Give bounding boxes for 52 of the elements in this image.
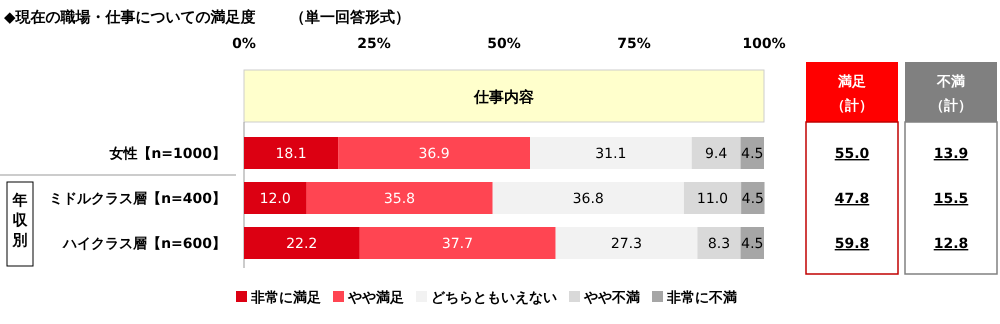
- data-label: 35.8: [384, 191, 416, 207]
- text: 仕事内容: [473, 88, 534, 106]
- bar: [359, 227, 556, 259]
- bar: [244, 137, 338, 169]
- data-label: 8.3: [708, 236, 730, 252]
- bar: [530, 137, 692, 169]
- bar: [692, 137, 741, 169]
- y-tick-label: 女性【n=1000】: [108, 146, 226, 162]
- bar: [338, 137, 530, 169]
- data-label: 36.8: [572, 191, 604, 207]
- bar: [306, 182, 493, 214]
- text: 55.0: [834, 146, 870, 162]
- legend-label: 非常に不満: [666, 290, 737, 306]
- bar: [244, 182, 306, 214]
- legend-label: やや不満: [583, 290, 640, 306]
- bar: [244, 227, 360, 259]
- text: 15.5: [934, 191, 968, 207]
- bar: [555, 227, 698, 259]
- legend-label: 非常に満足: [250, 290, 321, 306]
- data-label: 9.4: [705, 146, 728, 162]
- data-label: 4.5: [741, 146, 764, 162]
- chart-subtitle: （単一回答形式）: [290, 8, 410, 26]
- data-label: 22.2: [286, 236, 318, 252]
- legend-label: どちらともいえない: [431, 290, 557, 306]
- text: 47.8: [834, 191, 870, 207]
- data-label: 31.1: [595, 146, 626, 162]
- data-label: 4.5: [742, 191, 764, 207]
- x-tick-label: 50%: [487, 36, 521, 52]
- text: 満足（計）: [831, 74, 873, 114]
- data-label: 4.5: [741, 236, 764, 252]
- text: 年収別: [12, 191, 28, 249]
- data-label: 11.0: [696, 191, 728, 207]
- data-label: 18.1: [275, 146, 307, 162]
- legend-label: やや満足: [347, 290, 404, 306]
- text: 13.9: [934, 146, 968, 162]
- x-tick-label: 0%: [232, 36, 256, 52]
- y-tick-label: ミドルクラス層【n=400】: [49, 191, 226, 207]
- text: 12.8: [934, 236, 968, 252]
- x-tick-label: 75%: [617, 36, 651, 52]
- data-label: 37.7: [442, 236, 474, 252]
- bar: [684, 182, 742, 214]
- text: 不満（計）: [930, 74, 972, 114]
- text: 59.8: [834, 236, 870, 252]
- x-tick-label: 100%: [742, 36, 786, 52]
- data-label: 12.0: [260, 191, 291, 207]
- data-label: 36.9: [418, 146, 450, 162]
- y-tick-label: ハイクラス層【n=600】: [62, 236, 226, 252]
- bar: [492, 182, 684, 214]
- bar: [697, 227, 741, 259]
- x-tick-label: 25%: [357, 36, 391, 52]
- chart-title: ◆現在の職場・仕事についての満足度: [4, 8, 256, 26]
- data-label: 27.3: [610, 236, 642, 252]
